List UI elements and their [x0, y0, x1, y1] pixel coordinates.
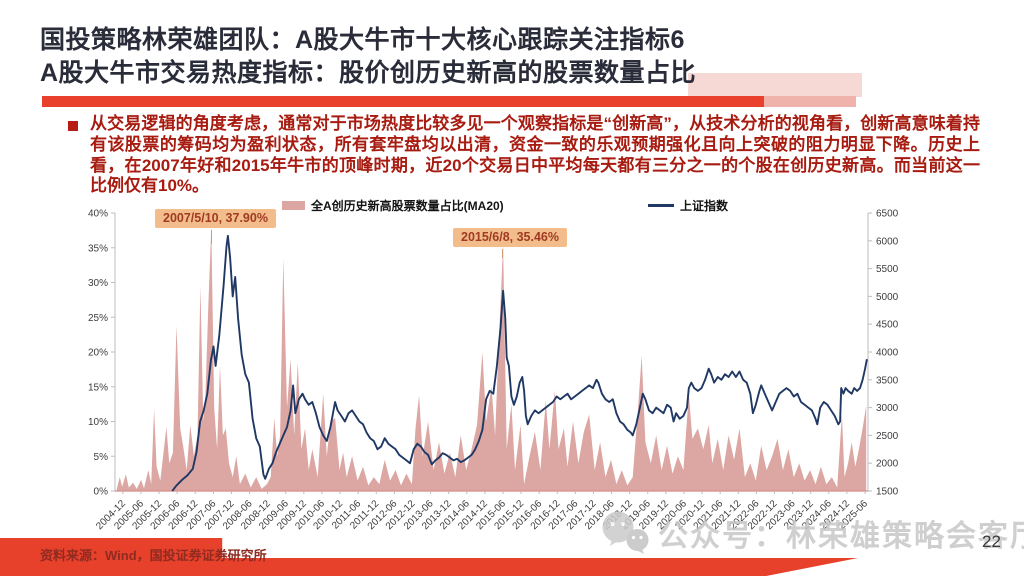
legend-item-new-high-ratio: 全A创历史新高股票数量占比(MA20)	[282, 197, 504, 214]
svg-text:6000: 6000	[876, 236, 899, 247]
svg-text:20%: 20%	[88, 348, 108, 359]
svg-text:4000: 4000	[876, 348, 899, 359]
svg-text:1500: 1500	[876, 487, 899, 498]
svg-text:5%: 5%	[94, 452, 109, 463]
line-series-swatch-icon	[648, 204, 674, 207]
svg-text:0%: 0%	[94, 487, 109, 498]
svg-text:3000: 3000	[876, 403, 899, 414]
title-underline	[42, 96, 764, 107]
page-title: 国投策略林荣雄团队：A股大牛市十大核心跟踪关注指标6 A股大牛市交易热度指标：股…	[40, 24, 696, 90]
wechat-watermark: 公众号：林荣雄策略会客厅	[598, 510, 1024, 556]
key-point-block: 从交易逻辑的角度考虑，通常对于市场热度比较多见一个观察指标是“创新高”，从技术分…	[66, 114, 991, 197]
wechat-logo-icon	[602, 511, 649, 554]
svg-text:2500: 2500	[876, 431, 899, 442]
svg-text:35%: 35%	[88, 243, 108, 254]
chart-canvas: 0% 5% 10% 15% 20% 25% 30% 35% 40% 1500 2000 2500 300…	[88, 209, 899, 533]
svg-text:6500: 6500	[876, 209, 899, 220]
svg-text:30%: 30%	[88, 278, 108, 289]
svg-text:10%: 10%	[88, 417, 108, 428]
annotation-2015-peak: 2015/6/8, 35.46%	[453, 228, 567, 247]
svg-text:5000: 5000	[876, 292, 899, 303]
page-title-line1: 国投策略林荣雄团队：A股大牛市十大核心跟踪关注指标6	[40, 26, 685, 54]
watermark-text: 公众号：林荣雄策略会客厅	[658, 520, 1024, 553]
page-title-line2: A股大牛市交易热度指标：股价创历史新高的股票数量占比	[40, 59, 697, 87]
key-point-paragraph: 从交易逻辑的角度考虑，通常对于市场热度比较多见一个观察指标是“创新高”，从技术分…	[90, 114, 980, 196]
title-highlight-strip	[688, 73, 862, 97]
annotation-2007-peak: 2007/5/10, 37.90%	[155, 209, 276, 228]
svg-text:2000: 2000	[876, 459, 899, 470]
title-underline-light-segment	[764, 96, 856, 107]
bullet-square-icon	[68, 121, 78, 131]
legend-label-sse-index: 上证指数	[680, 199, 729, 213]
annotation-2007-leader-line	[211, 230, 212, 244]
trend-chart: 全A创历史新高股票数量占比(MA20) 上证指数 0% 5% 10% 15% 20% 25…	[85, 196, 1020, 546]
page-number: 22	[982, 532, 1001, 551]
legend-item-sse-index: 上证指数	[648, 197, 728, 214]
svg-text:5500: 5500	[876, 264, 899, 275]
source-note: 资料来源：Wind，国投证券证券研究所	[40, 548, 267, 563]
svg-text:15%: 15%	[88, 382, 108, 393]
svg-text:4500: 4500	[876, 320, 899, 331]
svg-text:3500: 3500	[876, 375, 899, 386]
svg-text:25%: 25%	[88, 313, 108, 324]
annotation-2015-leader-line	[502, 249, 503, 258]
legend-label-new-high-ratio: 全A创历史新高股票数量占比(MA20)	[311, 199, 504, 213]
area-series-swatch-icon	[282, 201, 305, 210]
svg-text:40%: 40%	[88, 209, 108, 220]
